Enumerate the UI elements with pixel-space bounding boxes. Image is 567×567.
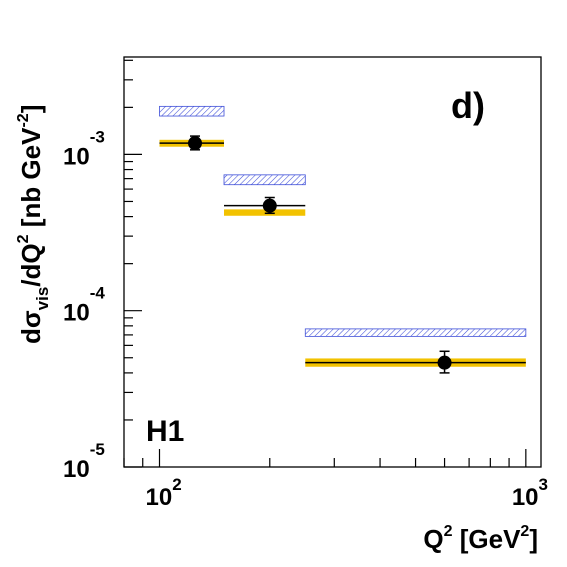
y-tick-label: 10-4 xyxy=(63,284,105,327)
y-tick-label: 10-3 xyxy=(63,127,105,170)
hatched-band-bin xyxy=(223,174,306,186)
y-tick-label: 10-5 xyxy=(63,440,105,483)
experiment-label: H1 xyxy=(146,415,184,448)
hatched-band-bin xyxy=(304,328,527,337)
data-point xyxy=(437,355,452,370)
panel-label: d) xyxy=(451,85,485,126)
plot-frame xyxy=(123,56,542,468)
data-point xyxy=(262,198,277,213)
x-tick-label: 102 xyxy=(146,475,182,511)
yellow-band-bin xyxy=(224,209,306,216)
data-point xyxy=(188,136,203,151)
x-axis-title: Q2 [GeV2] xyxy=(423,523,538,554)
x-tick-label: 103 xyxy=(512,475,548,511)
hatched-band-bin xyxy=(159,105,225,117)
y-axis-title: dσvis/dQ2 [nb GeV-2] xyxy=(15,105,52,344)
